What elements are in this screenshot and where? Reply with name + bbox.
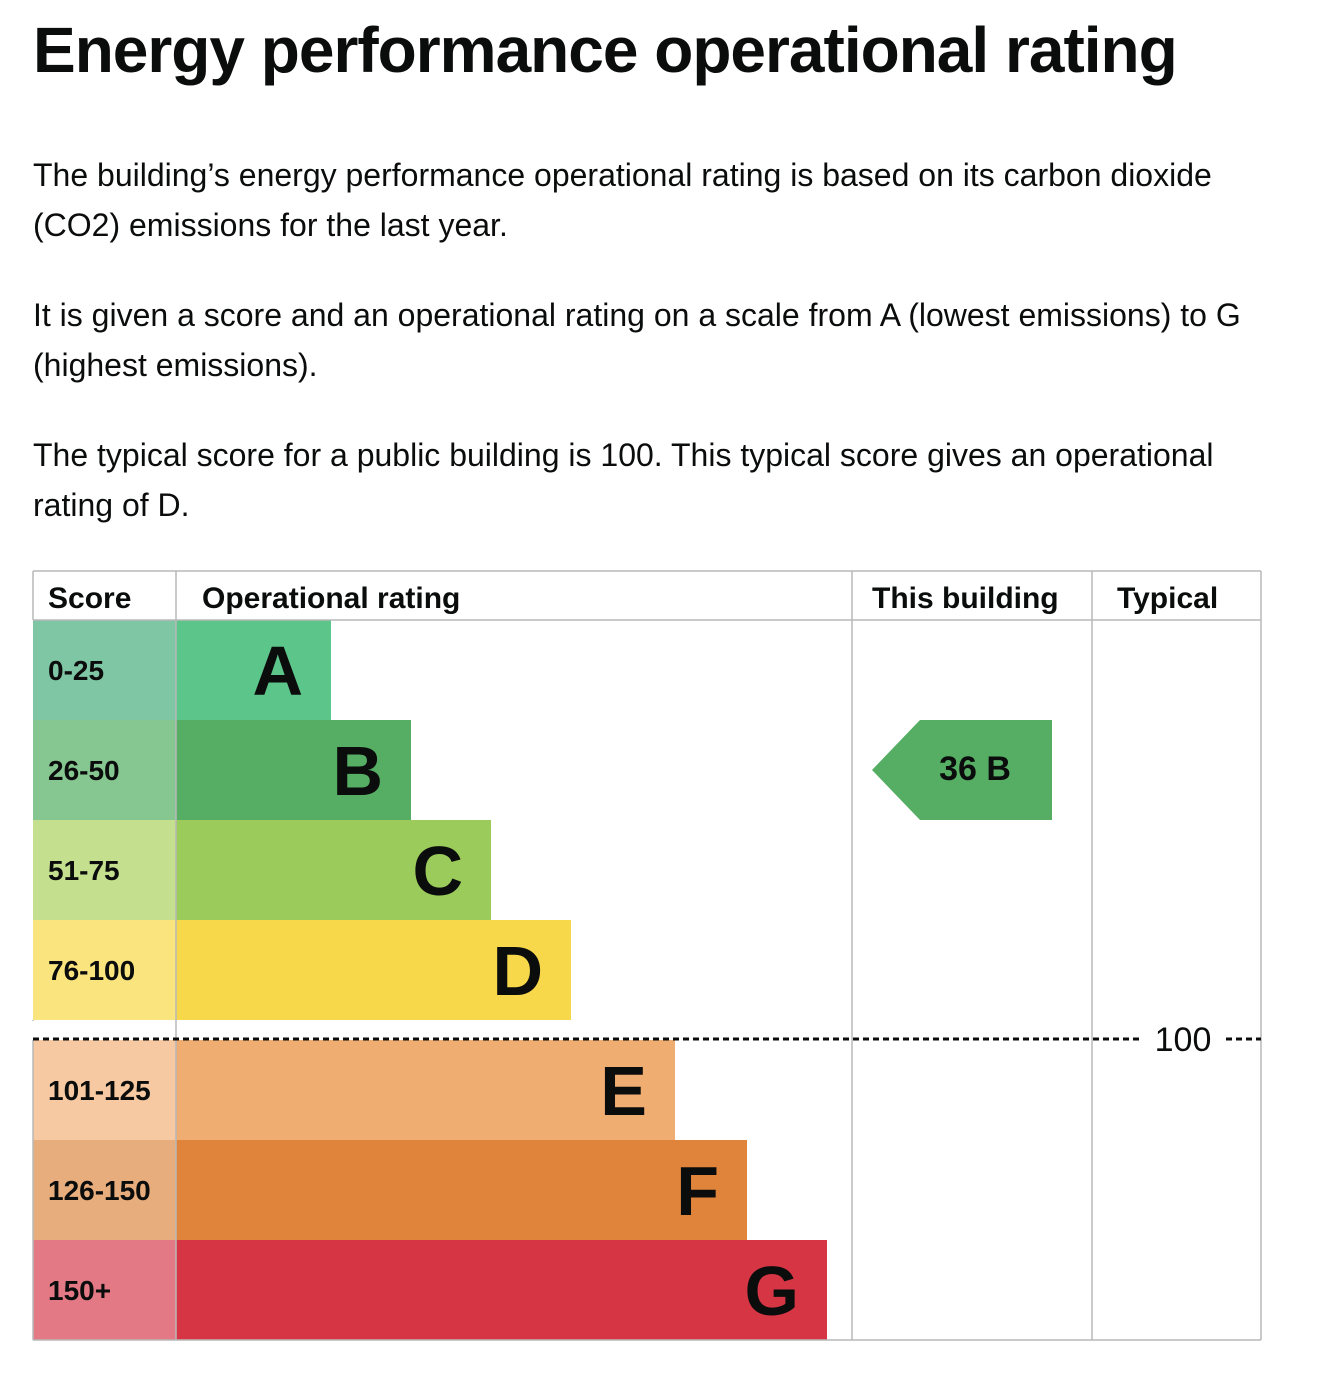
score-cell-b xyxy=(33,720,176,820)
this-building-arrow xyxy=(872,720,1052,820)
header-typical: Typical xyxy=(1117,582,1218,615)
score-range-c: 51-75 xyxy=(48,855,120,886)
rating-letter-c: C xyxy=(412,832,463,910)
score-range-f: 126-150 xyxy=(48,1175,151,1206)
typical-score-label: 100 xyxy=(1155,1021,1212,1059)
this-building-label: 36 B xyxy=(939,750,1011,788)
score-cell-g xyxy=(33,1240,176,1340)
page-title: Energy performance operational rating xyxy=(33,14,1178,86)
rating-letter-d: D xyxy=(492,932,543,1010)
intro-paragraph: The building’s energy performance operat… xyxy=(33,157,1212,243)
score-cell-a xyxy=(33,620,176,720)
rating-bar-a xyxy=(176,620,331,720)
rating-bar-c xyxy=(176,820,491,920)
rating-bar-e xyxy=(176,1040,675,1140)
header-score: Score xyxy=(48,582,131,615)
score-cell-f xyxy=(33,1140,176,1240)
rating-bar-b xyxy=(176,720,411,820)
rating-bar-d xyxy=(176,920,571,1020)
score-range-b: 26-50 xyxy=(48,755,120,786)
rating-letter-g: G xyxy=(745,1252,799,1330)
header-operational-rating: Operational rating xyxy=(202,582,460,615)
score-range-e: 101-125 xyxy=(48,1075,151,1106)
rating-letter-b: B xyxy=(332,732,383,810)
score-cell-c xyxy=(33,820,176,920)
score-cell-d xyxy=(33,920,176,1020)
rating-letter-e: E xyxy=(600,1052,647,1130)
scale-paragraph: It is given a score and an operational r… xyxy=(33,297,1241,383)
score-range-a: 0-25 xyxy=(48,655,104,686)
score-range-d: 76-100 xyxy=(48,955,135,986)
typical-paragraph: The typical score for a public building … xyxy=(33,437,1214,523)
rating-bar-g xyxy=(176,1240,827,1340)
header-this-building: This building xyxy=(872,582,1059,615)
score-cell-e xyxy=(33,1040,176,1140)
rating-letter-f: F xyxy=(676,1152,719,1230)
score-range-g: 150+ xyxy=(48,1275,111,1306)
rating-letter-a: A xyxy=(252,632,303,710)
rating-bar-f xyxy=(176,1140,747,1240)
